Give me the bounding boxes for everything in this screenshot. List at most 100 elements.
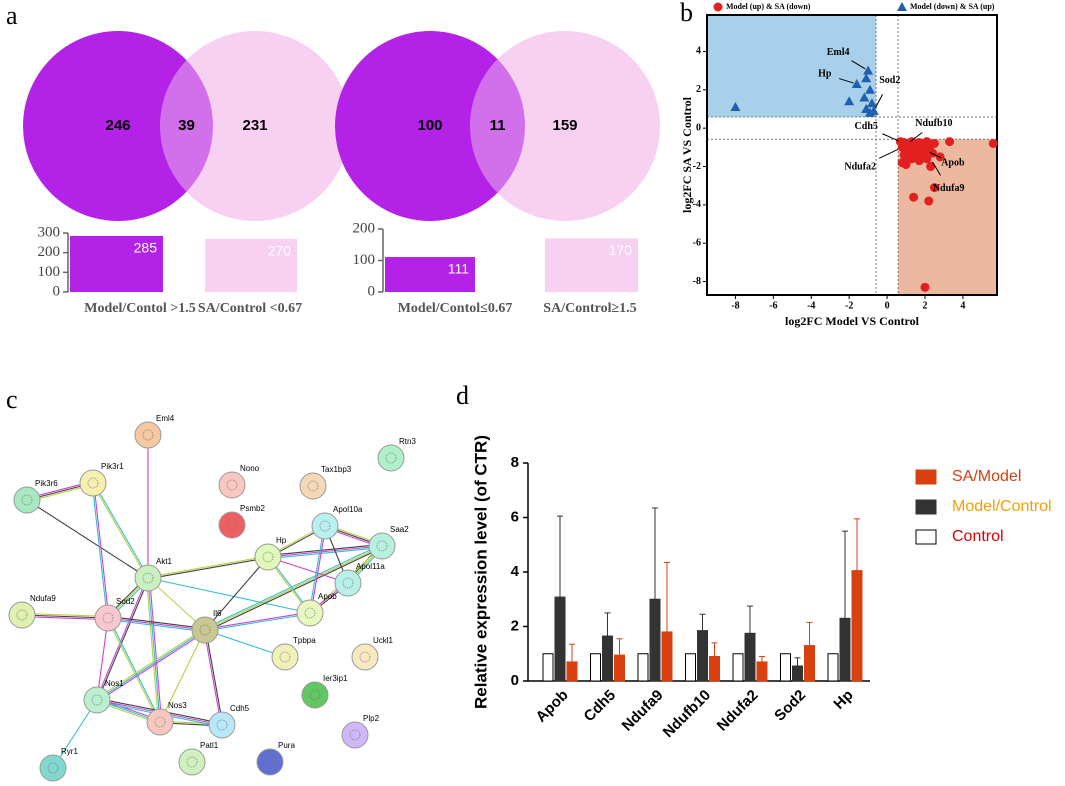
y-tick-label: 2 <box>696 84 701 95</box>
network-edge <box>95 628 205 700</box>
node-label: Pura <box>278 741 295 750</box>
node-label: Nos1 <box>105 679 124 688</box>
network-edge <box>308 525 325 613</box>
node-inner <box>262 551 274 563</box>
node-inner <box>226 479 238 491</box>
network-node <box>39 754 67 782</box>
node-label: Saa2 <box>390 525 409 534</box>
node-label: Nono <box>240 464 260 473</box>
node-inner <box>91 694 103 706</box>
bar <box>614 654 625 682</box>
network-edge <box>204 556 269 631</box>
point <box>922 154 932 164</box>
point <box>924 196 934 206</box>
network-edge <box>107 619 205 633</box>
node-label: Cdh5 <box>230 704 250 713</box>
y-tick-label: 100 <box>353 252 376 268</box>
x-tick-label: Ndufa2 <box>714 687 762 735</box>
point <box>909 192 919 202</box>
network-edge <box>268 547 383 560</box>
network-edge <box>21 616 108 621</box>
y-tick-label: -4 <box>693 199 701 210</box>
node-label: Patl1 <box>200 741 219 750</box>
network-edge <box>107 617 206 631</box>
network-edge <box>205 613 311 632</box>
node-inner <box>216 719 228 731</box>
x-tick-label: -4 <box>807 300 815 311</box>
node-label: Nos3 <box>168 701 187 710</box>
y-tick-label: -6 <box>693 238 701 249</box>
node-inner <box>342 577 354 589</box>
node-inner <box>349 729 361 741</box>
annotation-arrow <box>929 151 942 159</box>
venn-circle <box>335 31 525 221</box>
x-tick-label: Ndufb10 <box>660 687 714 741</box>
point <box>945 137 955 147</box>
point <box>859 92 870 102</box>
node-label: Uckl1 <box>373 636 394 645</box>
node-label: Apol11a <box>356 562 385 571</box>
network-node <box>351 643 379 671</box>
bar <box>685 653 696 682</box>
node-inner <box>21 494 33 506</box>
network-edge <box>267 545 383 558</box>
x-tick-label: SA/Control≥1.5 <box>543 301 636 316</box>
network-edge <box>310 526 327 614</box>
node-label: Rtn3 <box>399 437 416 446</box>
node-inner <box>226 519 238 531</box>
point <box>844 96 855 106</box>
network-node <box>94 604 122 632</box>
network-node <box>311 512 339 540</box>
network-edge <box>204 544 382 630</box>
annotation-label: Hp <box>818 68 832 79</box>
x-tick-label: Ndufa9 <box>619 687 667 735</box>
y-tick-label: -2 <box>693 161 701 172</box>
x-tick-label: Cdh5 <box>581 687 620 726</box>
panel-label: d <box>456 381 469 410</box>
network-node <box>334 569 362 597</box>
network-edge <box>145 578 159 723</box>
venn-count: 39 <box>178 117 195 134</box>
annotation-label: Ndufa2 <box>844 162 876 173</box>
y-tick-label: 200 <box>353 220 376 236</box>
node-label: Pik3r1 <box>101 462 124 471</box>
network-edge <box>93 482 110 618</box>
node-label: Apol10a <box>333 505 363 514</box>
network-node <box>341 721 369 749</box>
network-edge <box>203 630 222 726</box>
bar <box>827 653 839 682</box>
network-edge <box>93 482 150 578</box>
node-label: Tpbpa <box>293 636 316 645</box>
y-tick-label: 4 <box>511 563 520 580</box>
node-inner <box>359 651 371 663</box>
network-node <box>299 472 327 500</box>
bar-value-label: 270 <box>268 243 292 259</box>
node-label: Akt1 <box>156 557 173 566</box>
legend-swatch <box>915 499 937 515</box>
network-edge <box>97 578 150 701</box>
network-edge <box>96 629 206 701</box>
venn-count: 100 <box>417 117 442 134</box>
bar <box>792 665 803 682</box>
bar <box>661 631 673 682</box>
panel-label: b <box>680 0 693 27</box>
y-tick-label: 0 <box>696 122 701 133</box>
bar-value-label: 170 <box>609 242 633 258</box>
plot-frame <box>706 14 998 296</box>
legend-marker <box>897 2 907 11</box>
venn-count: 11 <box>490 117 506 134</box>
node-label: Ier3ip1 <box>323 674 348 683</box>
y-tick-label: 8 <box>511 454 519 471</box>
network-edge <box>95 577 148 700</box>
legend-label: Model (down) & SA (up) <box>910 2 995 11</box>
annotation-label: Eml4 <box>827 47 850 58</box>
bar-value-label: 285 <box>134 240 158 256</box>
point <box>866 98 877 108</box>
bar <box>851 570 863 682</box>
bar <box>649 598 661 682</box>
point <box>988 138 998 148</box>
annotation-label: Cdh5 <box>855 121 878 132</box>
y-tick-label: 300 <box>38 224 61 240</box>
network-edge <box>147 577 161 723</box>
